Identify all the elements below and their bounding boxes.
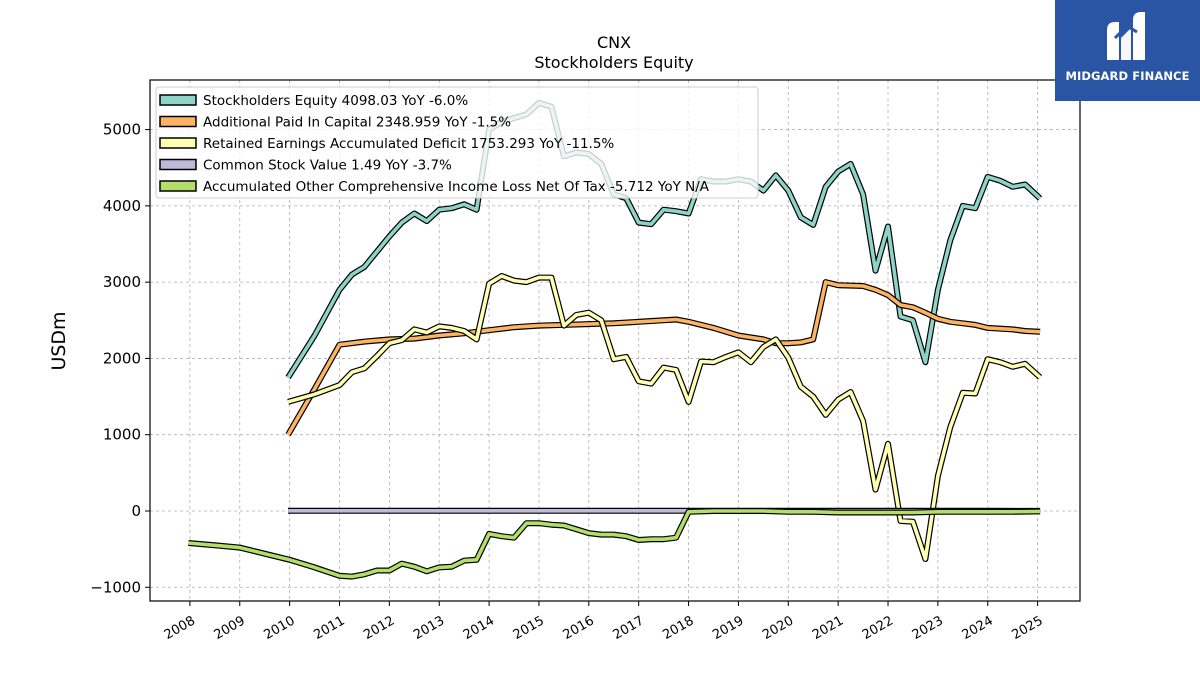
brand-logo: MIDGARD FINANCE <box>1055 0 1200 101</box>
y-tick-label: 0 <box>131 502 141 520</box>
x-tick-label: 2022 <box>860 613 896 643</box>
legend-swatch-2 <box>159 137 197 149</box>
x-tick-label: 2008 <box>162 613 198 643</box>
x-tick-label: 2025 <box>1009 613 1045 643</box>
legend-label-1: Additional Paid In Capital 2348.959 YoY … <box>203 115 511 131</box>
x-tick-label: 2018 <box>660 613 696 643</box>
x-tick-label: 2016 <box>561 613 597 643</box>
x-tick-label: 2021 <box>810 613 846 643</box>
legend: Stockholders Equity 4098.03 YoY -6.0% Add… <box>155 86 759 199</box>
legend-label-4: Accumulated Other Comprehensive Income L… <box>203 179 710 195</box>
legend-label-2: Retained Earnings Accumulated Deficit 17… <box>203 136 614 152</box>
x-tick-label: 2017 <box>611 613 647 643</box>
y-tick-label: 3000 <box>103 273 141 291</box>
series-lines <box>188 99 1043 580</box>
y-tick-label: 5000 <box>103 121 141 139</box>
legend-swatch-0 <box>159 94 197 106</box>
chart-title: CNX <box>597 33 631 52</box>
legend-swatch-4 <box>159 180 197 192</box>
y-tick-label: 4000 <box>103 197 141 215</box>
y-tick-label: 2000 <box>103 349 141 367</box>
plot-frame <box>149 79 1081 602</box>
x-tick-label: 2010 <box>261 613 297 643</box>
logo-text: MIDGARD FINANCE <box>1065 69 1190 83</box>
x-axis-ticks: 2008 2009 2010 2011 2012 2013 2014 2015 2016 2017… <box>162 601 1046 643</box>
x-tick-label: 2012 <box>361 613 397 643</box>
y-axis-label: USDm <box>48 311 70 370</box>
x-tick-label: 2024 <box>960 613 996 643</box>
chart-subtitle: Stockholders Equity <box>534 53 693 72</box>
x-tick-label: 2009 <box>212 613 248 643</box>
series-line-2 <box>287 274 1042 561</box>
x-tick-label: 2013 <box>411 613 447 643</box>
logo-mark-icon <box>1107 12 1145 60</box>
y-tick-label: −1000 <box>90 578 141 596</box>
legend-label-3: Common Stock Value 1.49 YoY -3.7% <box>203 158 452 174</box>
series-line-0 <box>286 101 1042 379</box>
legend-box <box>155 86 759 199</box>
x-tick-label: 2019 <box>710 613 746 643</box>
y-tick-label: 1000 <box>103 426 141 444</box>
x-tick-label: 2023 <box>910 613 946 643</box>
series-line-4 <box>188 509 1041 579</box>
legend-swatch-3 <box>159 158 197 171</box>
x-tick-label: 2011 <box>311 613 347 643</box>
legend-label-0: Stockholders Equity 4098.03 YoY -6.0% <box>203 93 468 109</box>
y-axis-ticks: −1000 0 1000 2000 3000 4000 5000 <box>90 121 150 596</box>
x-tick-label: 2020 <box>760 613 796 643</box>
series-line-1 <box>286 280 1041 436</box>
legend-swatch-1 <box>159 115 197 128</box>
x-tick-label: 2014 <box>461 613 497 643</box>
x-tick-label: 2015 <box>511 613 547 643</box>
